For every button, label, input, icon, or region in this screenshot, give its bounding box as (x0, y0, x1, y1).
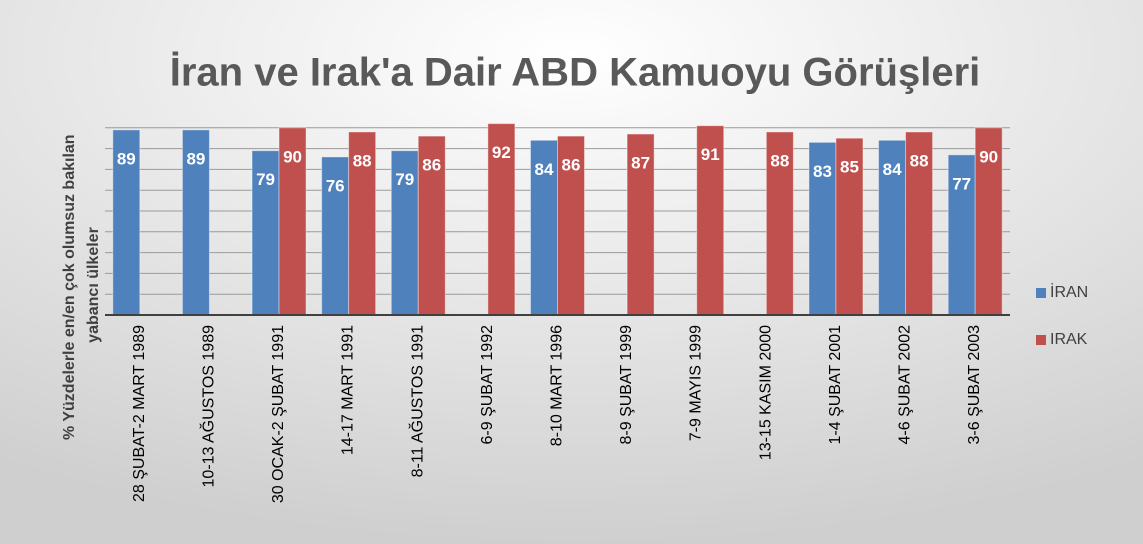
data-label: 90 (979, 147, 998, 166)
data-label: 86 (422, 156, 441, 175)
x-tick-label: 8-9 ŞUBAT 1999 (618, 325, 635, 445)
x-tick-label: 10-13 AĞUSTOS 1989 (199, 325, 218, 488)
x-tick-label: 8-11 AĞUSTOS 1991 (407, 325, 426, 477)
x-tick-label: 3-6 ŞUBAT 2003 (966, 325, 983, 445)
y-axis-title: % Yüzdelerle en/en çok olumsuz bakılan y… (61, 130, 102, 440)
data-label: 84 (883, 160, 902, 179)
data-label: 92 (492, 143, 511, 162)
bar (905, 131, 934, 316)
legend-label: IRAK (1050, 331, 1088, 348)
data-label: 79 (256, 170, 275, 189)
data-label: 79 (395, 170, 414, 189)
data-label: 88 (353, 151, 372, 170)
chart-title: İran ve Irak'a Dair ABD Kamuoyu Görüşler… (170, 51, 981, 95)
bar (947, 154, 976, 316)
bar (530, 139, 558, 316)
data-label: 86 (562, 156, 581, 175)
data-label: 89 (117, 149, 136, 168)
bar (112, 129, 141, 316)
x-tick-label: 8-10 MART 1996 (549, 325, 566, 446)
data-label: 88 (770, 151, 789, 170)
bar (835, 137, 864, 316)
x-tick-label: 13-15 KASIM 2000 (758, 325, 775, 460)
bar (251, 150, 280, 316)
bar (878, 139, 907, 316)
legend-swatch (1036, 335, 1046, 345)
legend-label: İRAN (1050, 282, 1088, 301)
x-tick-label: 14-17 MART 1991 (340, 325, 357, 455)
bar (348, 131, 377, 316)
data-label: 85 (840, 158, 859, 177)
data-label: 84 (535, 160, 554, 179)
data-label: 77 (952, 174, 971, 193)
bar (808, 141, 837, 316)
bar (487, 123, 516, 316)
x-tick-label: 7-9 MAYIS 1999 (688, 325, 705, 441)
x-tick-label: 6-9 ŞUBAT 1992 (479, 325, 496, 445)
data-label: 76 (326, 176, 345, 195)
data-label: 90 (283, 147, 302, 166)
data-label: 89 (186, 149, 205, 168)
data-label: 87 (631, 154, 650, 173)
data-label: 91 (701, 145, 720, 164)
x-tick-label: 4-6 ŞUBAT 2002 (897, 325, 914, 445)
bar (417, 135, 446, 316)
data-label: 83 (813, 162, 832, 181)
x-tick-label: 30 OCAK-2 ŞUBAT 1991 (270, 325, 287, 503)
bar (557, 135, 585, 316)
x-tick-label: 1-4 ŞUBAT 2001 (827, 325, 844, 445)
x-tick-label: 28 ŞUBAT-2 MART 1989 (131, 325, 148, 502)
legend-swatch (1036, 288, 1046, 298)
data-label: 88 (910, 151, 929, 170)
